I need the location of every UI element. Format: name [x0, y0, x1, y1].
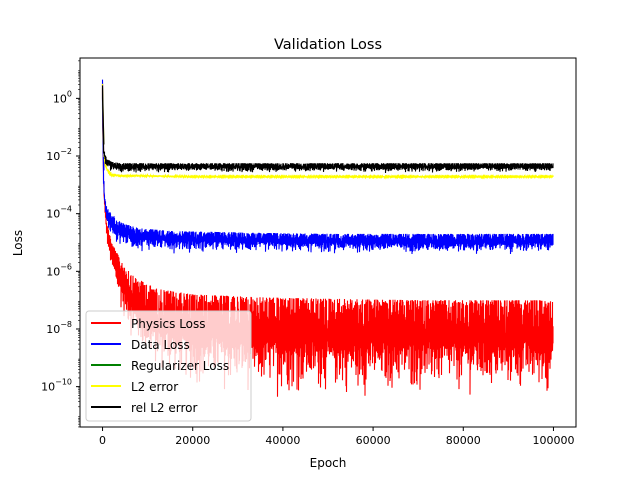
y-tick-base: 10 — [46, 323, 60, 336]
y-axis-label: Loss — [11, 230, 25, 256]
y-tick-exponent: −4 — [60, 205, 72, 214]
x-tick-label: 100000 — [532, 434, 574, 447]
x-axis: 0 20000 40000 60000 80000 100000 — [99, 427, 574, 447]
legend: Physics Loss Data Loss Regularizer Loss L2 … — [85, 310, 252, 422]
y-tick-base: 10 — [46, 208, 60, 221]
y-tick-base: 10 — [46, 150, 60, 163]
series-line-rel-l2-error — [101, 85, 554, 174]
legend-label: Physics Loss — [131, 317, 206, 331]
x-tick-label: 80000 — [446, 434, 481, 447]
y-tick-exponent: −2 — [60, 147, 72, 156]
y-tick-base: 10 — [46, 265, 60, 278]
y-tick-label: 10−2 — [46, 147, 72, 163]
y-tick-base: 10 — [53, 92, 67, 105]
y-tick-label: 100 — [53, 89, 72, 105]
chart-title: Validation Loss — [274, 37, 382, 53]
y-tick-exponent: 0 — [67, 89, 72, 98]
plot-frame — [79, 57, 577, 428]
y-tick-label: 10−4 — [46, 205, 72, 221]
x-axis-label: Epoch — [310, 456, 347, 470]
y-tick-exponent: −10 — [55, 378, 72, 387]
legend-box — [85, 310, 252, 422]
legend-label: L2 error — [131, 380, 178, 394]
x-tick-label: 0 — [99, 434, 106, 447]
legend-label: Data Loss — [131, 338, 190, 352]
legend-label: Regularizer Loss — [131, 359, 229, 373]
y-tick-exponent: −6 — [60, 262, 72, 271]
legend-label: rel L2 error — [131, 401, 197, 415]
y-tick-label: 10−8 — [46, 320, 72, 336]
y-tick-label: 10−10 — [41, 378, 72, 394]
x-tick-label: 60000 — [356, 434, 391, 447]
x-tick-label: 20000 — [175, 434, 210, 447]
y-tick-base: 10 — [41, 381, 55, 394]
x-tick-label: 40000 — [265, 434, 300, 447]
y-tick-exponent: −8 — [60, 320, 72, 329]
y-tick-label: 10−6 — [46, 262, 72, 278]
